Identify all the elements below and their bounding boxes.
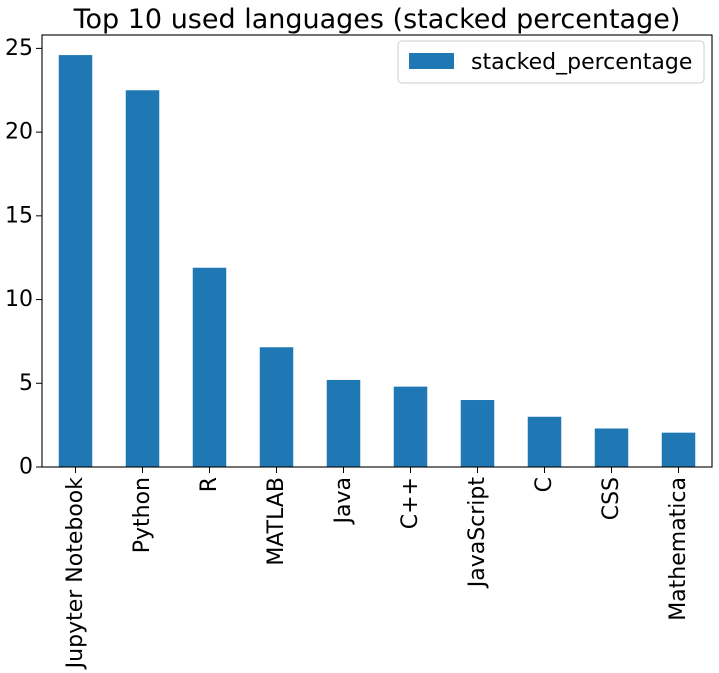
bar-javascript	[460, 400, 495, 467]
x-tick-label: C++	[398, 477, 423, 529]
x-tick-label: Python	[130, 477, 155, 553]
bar-r	[192, 267, 227, 467]
y-tick-label: 20	[5, 120, 33, 145]
plot-frame	[41, 34, 713, 468]
y-axis: 0 5 10 15 20 25	[5, 36, 42, 480]
chart-title: Top 10 used languages (stacked percentag…	[73, 4, 681, 35]
x-tick-label: Mathematica	[666, 477, 691, 621]
x-tick-label: Java	[331, 477, 356, 525]
y-tick-label: 5	[19, 371, 33, 396]
y-tick-label: 10	[5, 287, 33, 312]
bar-jupyter-notebook	[58, 55, 93, 468]
x-axis: Jupyter Notebook Python R MATLAB Java C++ Java…	[63, 467, 691, 670]
legend-box	[397, 40, 705, 84]
x-tick-label: CSS	[599, 477, 624, 520]
bar-java	[326, 379, 361, 467]
legend-label: stacked_percentage	[471, 50, 692, 75]
x-tick-label: Jupyter Notebook	[63, 477, 88, 671]
y-tick-label: 0	[19, 455, 33, 480]
x-tick-label: JavaScript	[465, 477, 490, 590]
bar-c-	[393, 386, 428, 467]
legend-swatch	[409, 53, 454, 69]
y-tick-label: 15	[5, 203, 33, 228]
x-tick-label: R	[197, 477, 222, 492]
bar-mathematica	[661, 432, 696, 467]
legend: stacked_percentage	[397, 40, 705, 84]
bar-c	[527, 416, 562, 467]
bar-group	[58, 55, 696, 468]
bar-matlab	[259, 347, 294, 467]
x-tick-label: C	[532, 477, 557, 492]
bar-python	[125, 90, 160, 467]
bar-css	[594, 428, 629, 467]
y-tick-label: 25	[5, 36, 33, 61]
x-tick-label: MATLAB	[264, 477, 289, 566]
